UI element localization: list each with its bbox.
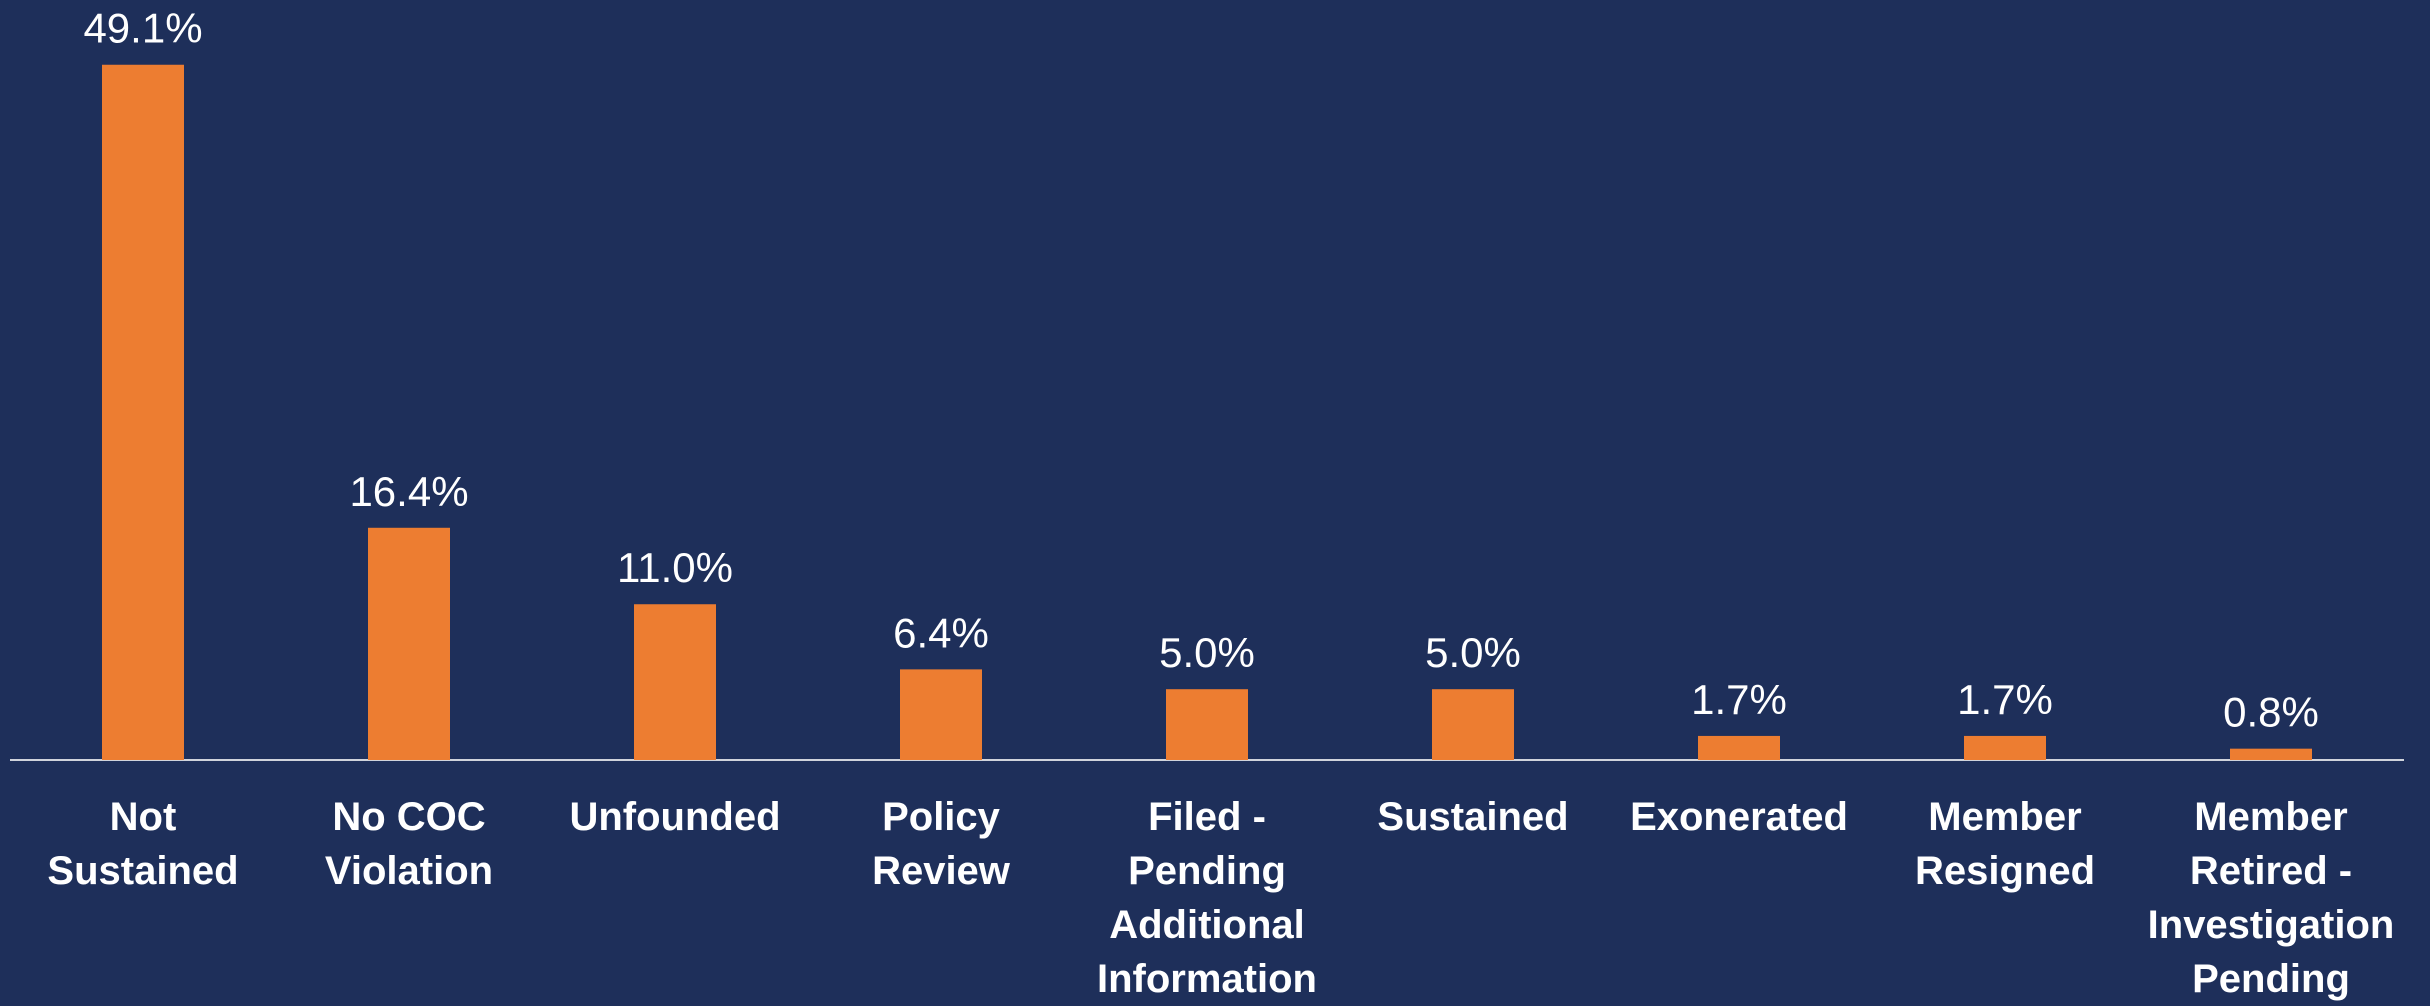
bar (368, 527, 450, 760)
value-label: 1.7% (1957, 676, 2053, 723)
x-tick-label: Policy Review (872, 795, 1010, 893)
x-tick-label: Unfounded (569, 795, 781, 839)
bar (1432, 689, 1514, 760)
value-label: 11.0% (617, 544, 733, 591)
x-tick-label: Member Resigned (1914, 795, 2096, 893)
bar (900, 669, 982, 760)
value-label: 0.8% (2223, 689, 2319, 736)
bar (1698, 735, 1780, 760)
value-label: 1.7% (1691, 676, 1787, 723)
value-label: 49.1% (83, 5, 202, 52)
x-tick-label: No COC Violation (324, 795, 494, 893)
x-tick-label: Sustained (1377, 795, 1569, 839)
bar (1964, 735, 2046, 760)
bar (634, 604, 716, 760)
bar (1166, 689, 1248, 760)
value-label: 6.4% (893, 609, 989, 656)
bar (2230, 748, 2312, 760)
bar (102, 64, 184, 760)
value-label: 16.4% (349, 468, 468, 515)
value-label: 5.0% (1159, 629, 1255, 676)
x-tick-label: Exonerated (1630, 795, 1848, 839)
x-tick-label: Filed - Pending Additional Information (1097, 795, 1317, 1001)
x-tick-label: Member Retired - Investigation Pending (2147, 795, 2395, 1001)
x-tick-label: Not Sustained (47, 795, 239, 893)
value-label: 5.0% (1425, 629, 1521, 676)
